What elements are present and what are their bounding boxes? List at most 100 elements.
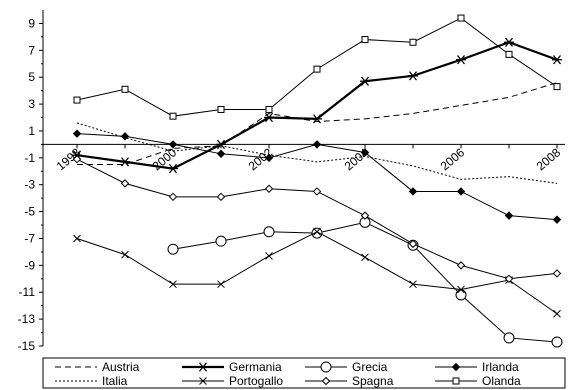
- series-italia: [76, 122, 558, 184]
- point-grecia-marker: [551, 336, 563, 348]
- point-irlanda-marker: [552, 215, 562, 224]
- series-austria: [77, 82, 558, 166]
- point-spagna-marker: [552, 269, 562, 278]
- point-olanda-marker: [553, 83, 561, 91]
- series-line-germania: [76, 41, 558, 170]
- point-irlanda-marker: [216, 149, 226, 159]
- point-germania-marker: [456, 55, 466, 65]
- y-tick-label: 3: [28, 97, 35, 111]
- legend-item-portogallo: Portogallo: [182, 374, 283, 388]
- point-spagna-marker: [264, 184, 274, 193]
- point-grecia-marker: [503, 332, 515, 344]
- series-spagna: [72, 154, 562, 284]
- point-portogallo-marker: [169, 280, 177, 289]
- y-tick-label: 7: [28, 43, 35, 57]
- legend-germania-marker: [198, 362, 208, 372]
- legend-label-austria: Austria: [102, 360, 140, 374]
- point-portogallo-marker: [457, 285, 465, 294]
- point-portogallo-marker: [217, 280, 225, 289]
- point-portogallo-marker: [313, 227, 321, 236]
- point-germania-marker: [504, 37, 514, 47]
- legend-label-spagna: Spagna: [352, 374, 394, 388]
- point-grecia-marker: [215, 235, 227, 247]
- point-olanda-marker: [121, 85, 129, 93]
- legend-label-olanda: Olanda: [482, 374, 521, 388]
- point-grecia-marker: [167, 243, 179, 255]
- point-grecia-marker: [311, 227, 323, 239]
- point-germania-marker: [216, 139, 226, 150]
- point-germania-marker: [408, 71, 418, 81]
- point-irlanda-marker: [408, 187, 418, 196]
- y-tick-label: -9: [24, 258, 35, 272]
- point-olanda-marker: [361, 36, 369, 44]
- y-tick-label: -5: [24, 205, 35, 219]
- point-irlanda-marker: [72, 129, 82, 138]
- point-portogallo-marker: [553, 309, 561, 318]
- point-olanda-marker: [409, 38, 417, 46]
- point-irlanda-marker: [312, 140, 322, 149]
- point-portogallo-marker: [121, 250, 129, 259]
- y-tick-label: -3: [24, 178, 35, 192]
- point-portogallo-marker: [361, 253, 369, 262]
- point-olanda-marker: [505, 50, 513, 58]
- legend: Austria Germania Grecia Irlanda Italia Portog…: [42, 357, 566, 389]
- y-tick-label: -15: [18, 339, 36, 353]
- legend-item-germania: Germania: [182, 360, 282, 374]
- y-tick-label: -11: [19, 285, 36, 299]
- point-portogallo-marker: [265, 252, 273, 260]
- x-tick-label: 2006: [438, 145, 468, 173]
- point-olanda-marker: [217, 105, 225, 113]
- legend-spagna-marker: [321, 376, 331, 386]
- point-olanda-marker: [169, 112, 177, 120]
- point-irlanda-marker: [456, 187, 466, 196]
- point-spagna-marker: [504, 274, 514, 284]
- legend-item-italia: Italia: [55, 374, 128, 388]
- series-line-spagna: [76, 158, 558, 280]
- legend-label-grecia: Grecia: [352, 360, 388, 374]
- point-spagna-marker: [72, 154, 82, 164]
- legend-item-olanda: Olanda: [435, 374, 521, 388]
- legend-item-spagna: Spagna: [305, 374, 394, 388]
- series-germania: [72, 37, 562, 174]
- point-germania-marker: [312, 114, 322, 124]
- legend-label-portogallo: Portogallo: [229, 374, 283, 388]
- series-irlanda: [72, 129, 562, 224]
- series-line-portogallo: [76, 231, 558, 315]
- y-tick-label: -7: [24, 231, 35, 245]
- point-spagna-marker: [120, 179, 130, 188]
- y-tick-label: 9: [28, 16, 35, 30]
- legend-item-grecia: Grecia: [305, 360, 388, 374]
- point-portogallo-marker: [73, 234, 81, 243]
- point-olanda-marker: [73, 96, 81, 104]
- point-germania-marker: [264, 112, 274, 123]
- series-layer: [72, 14, 563, 348]
- y-tick-label: 1: [28, 124, 35, 138]
- legend-irlanda-marker: [451, 362, 461, 372]
- point-olanda-marker: [313, 65, 321, 73]
- point-olanda-marker: [457, 14, 465, 22]
- legend-label-irlanda: Irlanda: [482, 360, 519, 374]
- point-irlanda-marker: [360, 148, 370, 157]
- legend-item-irlanda: Irlanda: [435, 360, 519, 374]
- point-grecia-marker: [263, 226, 275, 238]
- series-portogallo: [73, 227, 561, 318]
- legend-item-austria: Austria: [55, 360, 140, 374]
- series-grecia: [167, 216, 563, 348]
- point-spagna-marker: [360, 211, 370, 220]
- series-olanda: [73, 14, 561, 120]
- point-germania-marker: [168, 163, 178, 174]
- legend-olanda-marker: [452, 377, 460, 385]
- series-line-italia: [76, 122, 558, 184]
- point-germania-marker: [360, 76, 370, 86]
- point-spagna-marker: [456, 261, 466, 270]
- point-irlanda-marker: [504, 211, 514, 220]
- point-germania-marker: [552, 55, 562, 65]
- point-irlanda-marker: [168, 140, 178, 149]
- legend-label-italia: Italia: [102, 374, 128, 388]
- series-line-austria: [77, 82, 558, 166]
- point-grecia-marker: [455, 289, 467, 301]
- point-irlanda-marker: [264, 153, 274, 163]
- legend-portogallo-marker: [199, 377, 207, 385]
- legend-box: [42, 357, 566, 389]
